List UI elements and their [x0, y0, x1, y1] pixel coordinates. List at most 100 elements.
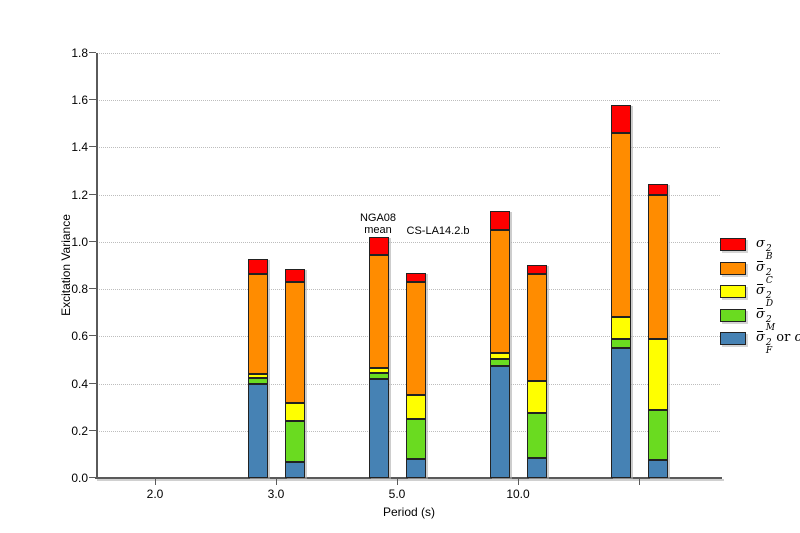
bar-segment-sigma2_D	[647, 338, 668, 410]
x-axis-line	[95, 477, 722, 479]
x-tick-label: 3.0	[267, 487, 285, 501]
x-tick-label: 2.0	[146, 487, 164, 501]
bar-segment-sigma2_F	[284, 461, 305, 478]
bar-segment-sigma2_M	[526, 413, 547, 458]
legend-swatch-M	[720, 308, 746, 322]
bar-segment-sigma2_B	[405, 272, 426, 283]
bar-segment-sigma2_F	[368, 378, 389, 478]
gridline	[97, 241, 720, 243]
bar-segment-sigma2_D	[284, 402, 305, 422]
sigma-overbar-symbol: σ	[756, 283, 765, 298]
gridline	[97, 100, 720, 102]
y-tick	[89, 382, 96, 384]
bar-segment-sigma2_M	[405, 419, 426, 460]
bar-segment-sigma2_F	[489, 365, 510, 478]
bar-segment-sigma2_C	[284, 282, 305, 403]
y-tick-label: 1.2	[71, 187, 88, 202]
legend-swatch-F	[720, 332, 746, 345]
sigma-overbar-symbol: σ	[756, 259, 765, 275]
stacked-bar-cs-la14-2-b	[284, 269, 305, 478]
x-tick	[155, 479, 156, 485]
sigma-overbar-symbol: σ	[756, 306, 765, 322]
y-tick	[89, 240, 96, 242]
bar-segment-sigma2_F	[610, 348, 631, 478]
stacked-bar-nga08	[489, 211, 510, 478]
sigma-overbar-symbol: σ	[756, 330, 765, 345]
bar-segment-sigma2_C	[405, 282, 426, 396]
x-axis-title: Period (s)	[382, 505, 436, 519]
bar-segment-sigma2_B	[247, 258, 268, 274]
annotation-line: NGA08	[359, 212, 397, 224]
x-tick-label: 5.0	[388, 487, 406, 501]
sigma-symbol: σ	[756, 236, 765, 251]
y-tick	[89, 146, 96, 148]
bar-segment-sigma2_C	[489, 230, 510, 353]
y-tick-label: 1.4	[71, 140, 88, 155]
bar-segment-sigma2_C	[368, 254, 389, 369]
bar-segment-sigma2_M	[247, 377, 268, 384]
bar-segment-sigma2_D	[405, 395, 426, 420]
legend-swatch-C	[720, 261, 746, 275]
stacked-bar-nga08	[247, 258, 268, 478]
bar-segment-sigma2_B	[610, 104, 631, 134]
x-tick	[518, 479, 519, 485]
y-tick	[89, 193, 96, 195]
annotation-nga08-mean: NGA08 mean	[360, 212, 396, 236]
bar-segment-sigma2_M	[284, 421, 305, 462]
bar-segment-sigma2_M	[610, 338, 631, 349]
y-tick	[89, 335, 96, 337]
bar-segment-sigma2_M	[647, 409, 668, 461]
bar-segment-sigma2_D	[526, 381, 547, 414]
stacked-bar-cs-la14-2-b	[647, 184, 668, 478]
bar-segment-sigma2_B	[647, 184, 668, 195]
bar-segment-sigma2_D	[489, 352, 510, 359]
gridline	[97, 147, 720, 149]
x-tick	[639, 479, 640, 485]
bar-segment-sigma2_D	[247, 374, 268, 378]
y-tick-label: 0.4	[71, 376, 88, 391]
y-tick-label: 0.0	[71, 471, 88, 485]
bar-segment-sigma2_B	[368, 237, 389, 255]
bar-segment-sigma2_C	[610, 133, 631, 318]
y-tick	[89, 52, 96, 53]
legend-label-F: σ2F or σ	[756, 330, 800, 357]
stacked-bar-nga08	[368, 237, 389, 478]
y-tick	[89, 99, 96, 101]
legend-suffix: or σ	[772, 330, 800, 345]
bar-segment-sigma2_C	[647, 194, 668, 339]
stacked-bar-cs-la14-2-b	[405, 272, 426, 478]
legend-swatch-D	[720, 285, 746, 298]
bar-segment-sigma2_D	[368, 368, 389, 373]
x-tick	[276, 479, 277, 485]
bar-segment-sigma2_C	[247, 273, 268, 375]
bar-segment-sigma2_B	[284, 269, 305, 283]
y-tick	[89, 429, 96, 431]
y-axis-line	[96, 53, 98, 479]
x-tick-label: 10.0	[506, 487, 530, 501]
bar-segment-sigma2_M	[489, 358, 510, 366]
legend-swatch-B	[720, 238, 746, 251]
annotation-line: mean	[364, 224, 392, 236]
y-tick-label: 1.6	[71, 93, 88, 108]
x-tick	[397, 479, 398, 485]
gridline	[97, 53, 720, 54]
y-tick	[89, 477, 96, 478]
y-tick-label: 0.8	[71, 282, 88, 297]
y-tick-label: 0.6	[71, 329, 88, 344]
y-axis-title: Excitation Variance	[59, 214, 73, 316]
bar-segment-sigma2_C	[526, 273, 547, 382]
y-tick-label: 0.2	[71, 423, 88, 438]
gridline	[97, 194, 720, 196]
bar-segment-sigma2_M	[368, 372, 389, 379]
stacked-bar-cs-la14-2-b	[526, 265, 547, 478]
bar-segment-sigma2_F	[405, 459, 426, 478]
y-tick-label: 1.8	[71, 46, 88, 60]
